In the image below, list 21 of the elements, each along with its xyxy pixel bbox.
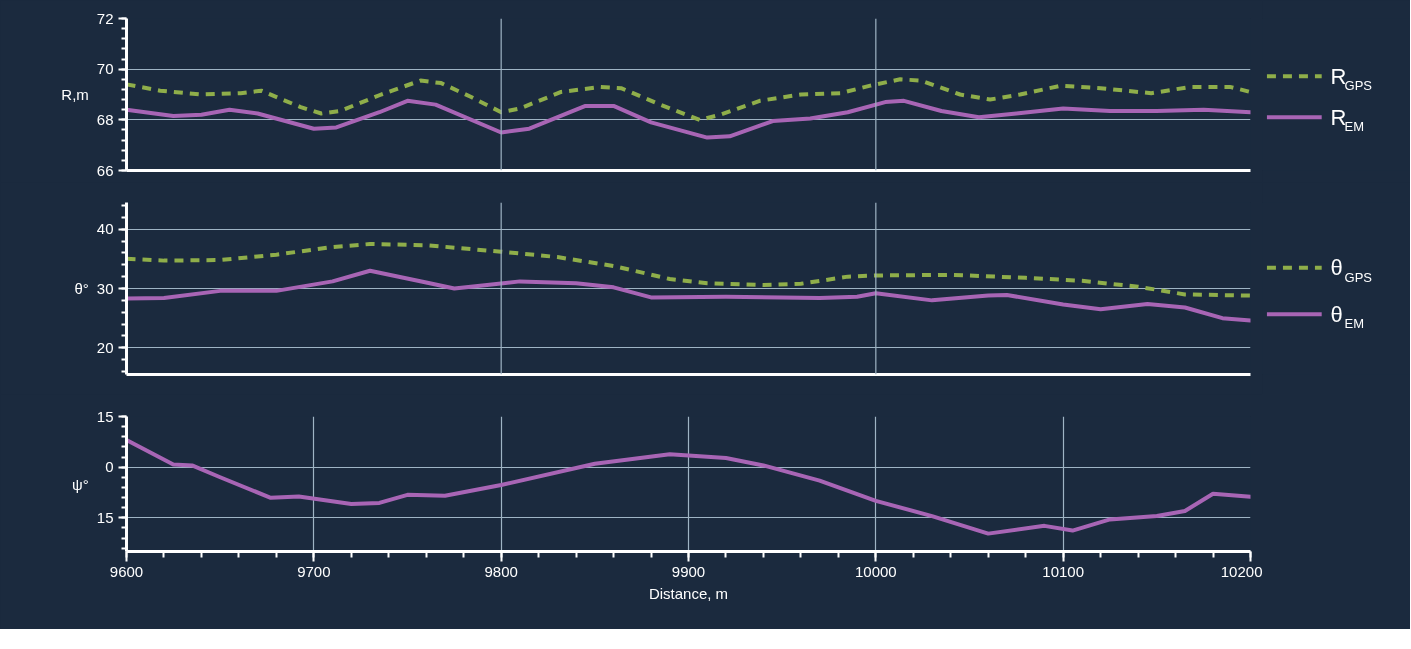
y-axis-title: R,m: [61, 86, 89, 103]
x-tick-label: 9600: [109, 562, 144, 580]
x-tick-label: 9800: [484, 562, 518, 580]
x-tick-label: 10000: [854, 562, 897, 580]
y-tick-label: 0: [105, 458, 114, 476]
y-tick-label: 72: [96, 9, 114, 27]
y-tick-label: 30: [96, 279, 114, 297]
x-axis-title: Distance, m: [648, 584, 729, 602]
y-tick-label: 70: [96, 60, 114, 78]
y-tick-label: 15: [96, 508, 114, 526]
y-tick-label: 15: [96, 407, 114, 425]
x-tick-label: 10100: [1042, 562, 1085, 580]
y-tick-label: 20: [96, 338, 114, 356]
y-tick-label: 66: [96, 161, 114, 179]
y-axis-title: θ°: [74, 280, 89, 297]
x-tick-label: 9700: [297, 562, 331, 580]
y-tick-label: 68: [96, 110, 114, 128]
x-tick-label: 10200: [1220, 562, 1263, 580]
y-axis-title: ψ°: [72, 475, 89, 493]
y-tick-label: 40: [96, 220, 114, 238]
x-tick-label: 9900: [671, 562, 706, 580]
